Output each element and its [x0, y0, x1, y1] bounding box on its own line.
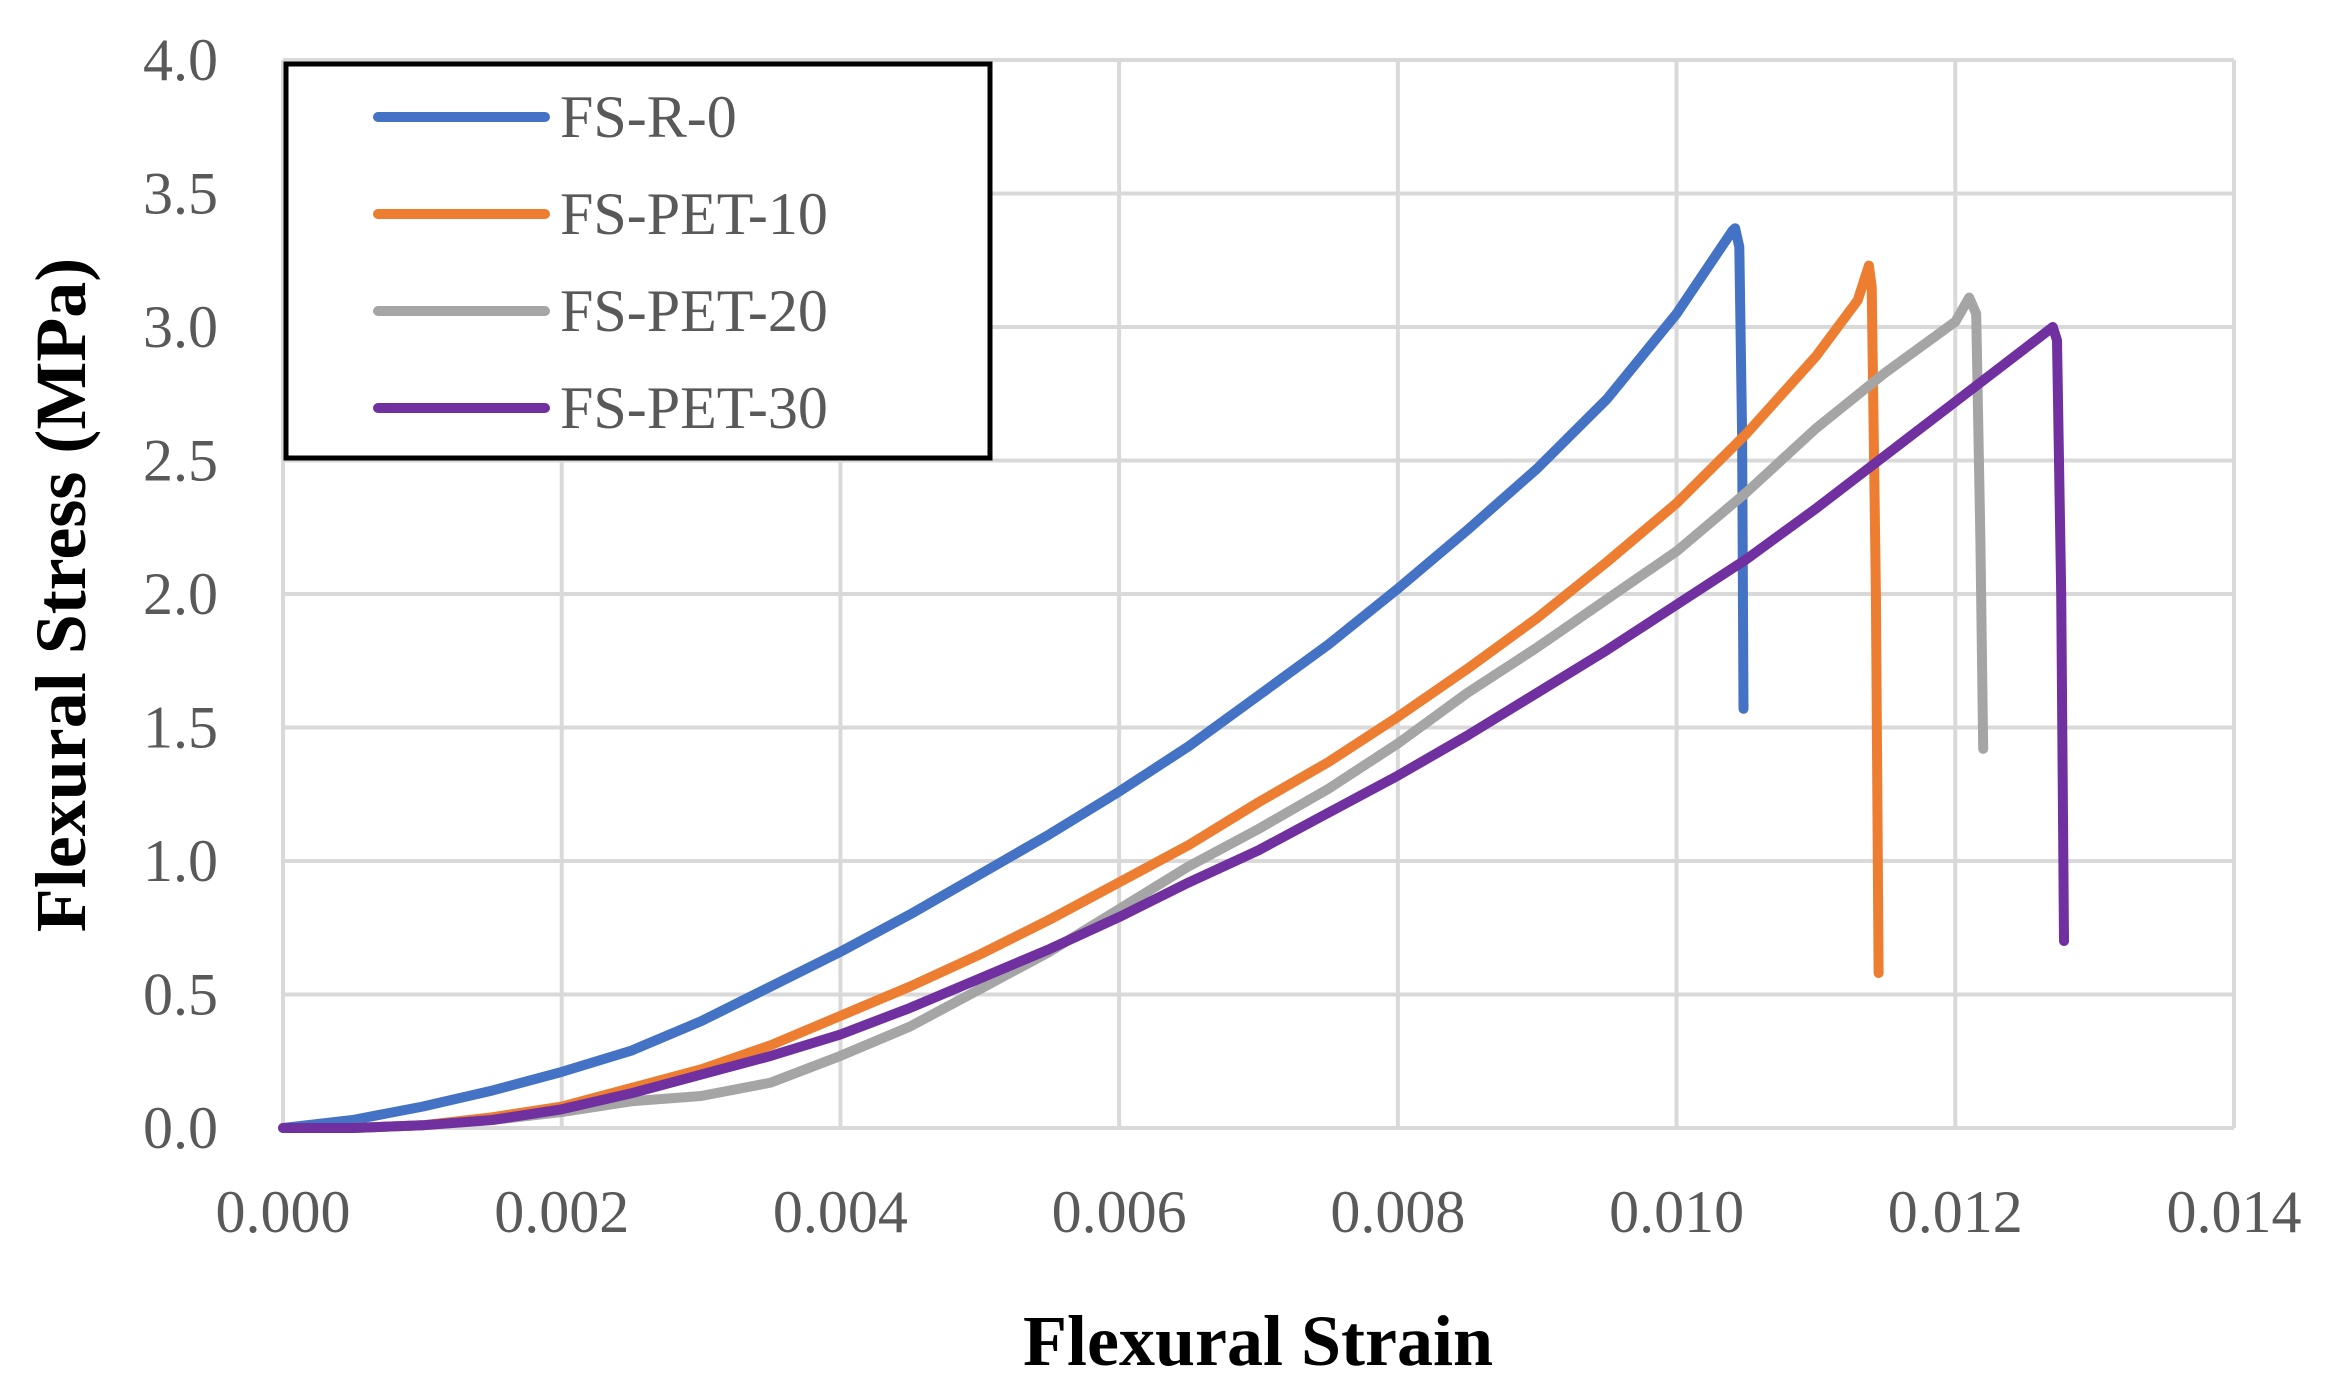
legend-label: FS-PET-20 [560, 278, 828, 344]
x-tick-label: 0.012 [1888, 1179, 2023, 1245]
y-tick-label: 2.0 [143, 561, 218, 627]
x-tick-label: 0.004 [773, 1179, 908, 1245]
x-axis-ticks: 0.000 0.002 0.004 0.006 0.008 0.010 0.012 0.014 [216, 1179, 2302, 1245]
legend-items: FS-R-0 FS-PET-10 FS-PET-20 FS-PET-30 [373, 84, 828, 441]
x-tick-label: 0.002 [494, 1179, 629, 1245]
y-axis-ticks: 0.0 0.5 1.0 1.5 2.0 2.5 3.0 3.5 4.0 [143, 27, 218, 1161]
series-line-fs-r-0 [278, 223, 1749, 1133]
x-tick-label: 0.010 [1609, 1179, 1744, 1245]
y-tick-label: 1.0 [143, 828, 218, 894]
x-tick-label: 0.008 [1330, 1179, 1465, 1245]
y-axis-title: Flexural Stress (MPa) [21, 258, 101, 933]
series-layer [278, 223, 2069, 1133]
y-tick-label: 1.5 [143, 695, 218, 761]
x-axis-title: Flexural Strain [1023, 1301, 1493, 1381]
y-tick-label: 3.5 [143, 161, 218, 227]
x-tick-label: 0.014 [2167, 1179, 2302, 1245]
y-tick-label: 3.0 [143, 294, 218, 360]
legend-box [283, 61, 993, 461]
x-tick-label: 0.006 [1052, 1179, 1187, 1245]
y-tick-label: 2.5 [143, 428, 218, 494]
legend: FS-R-0 FS-PET-10 FS-PET-20 FS-PET-30 [283, 61, 993, 461]
series-line-fs-pet-30 [278, 322, 2069, 1133]
series-line-fs-pet-20 [278, 292, 1989, 1133]
y-tick-label: 0.5 [143, 962, 218, 1028]
legend-label: FS-PET-10 [560, 181, 828, 247]
x-tick-label: 0.000 [216, 1179, 351, 1245]
y-tick-label: 4.0 [143, 27, 218, 93]
y-tick-label: 0.0 [143, 1095, 218, 1161]
legend-label: FS-R-0 [560, 84, 737, 150]
legend-label: FS-PET-30 [560, 375, 828, 441]
